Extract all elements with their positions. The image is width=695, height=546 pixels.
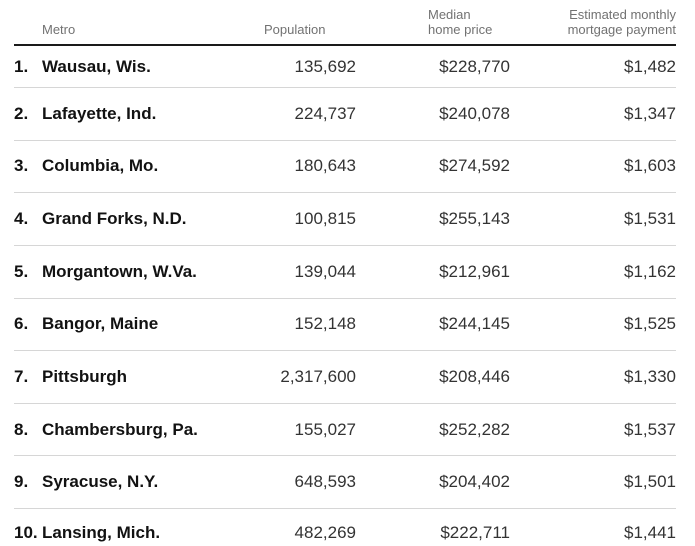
rank-cell: 2. xyxy=(14,103,29,123)
rank-cell: 7. xyxy=(14,367,29,387)
column-header-payment-line2: mortgage payment xyxy=(567,22,676,37)
median-price-cell: $212,961 xyxy=(439,261,510,281)
column-header-median-line1: Median xyxy=(428,7,471,22)
table-row: 5. Morgantown, W.Va. 139,044 $212,961 $1… xyxy=(14,246,676,299)
population-cell: 100,815 xyxy=(294,209,356,229)
median-price-cell: $228,770 xyxy=(439,56,510,76)
metro-cell: Wausau, Wis. xyxy=(42,56,151,76)
median-price-cell: $252,282 xyxy=(439,419,510,439)
population-cell: 152,148 xyxy=(294,314,356,334)
monthly-payment-cell: $1,330 xyxy=(624,367,676,387)
metro-cell: Lansing, Mich. xyxy=(42,523,161,543)
column-header-median-line2: home price xyxy=(428,22,493,37)
table-row: 10. Lansing, Mich. 482,269 $222,711 $1,4… xyxy=(14,509,676,546)
metro-table: Metro Population Median home price Estim… xyxy=(14,0,676,546)
rank-cell: 10. xyxy=(14,523,38,543)
rank-cell: 8. xyxy=(14,419,29,439)
metro-cell: Columbia, Mo. xyxy=(42,156,159,176)
metro-cell: Morgantown, W.Va. xyxy=(42,261,197,281)
median-price-cell: $240,078 xyxy=(439,103,510,123)
population-cell: 139,044 xyxy=(294,261,356,281)
column-header-mortgage-payment: Estimated monthly mortgage payment xyxy=(510,7,676,44)
metro-cell: Grand Forks, N.D. xyxy=(42,209,187,229)
table-row: 4. Grand Forks, N.D. 100,815 $255,143 $1… xyxy=(14,193,676,246)
monthly-payment-cell: $1,537 xyxy=(624,419,676,439)
rank-cell: 9. xyxy=(14,472,29,492)
population-cell: 482,269 xyxy=(294,523,356,543)
metro-cell: Pittsburgh xyxy=(42,367,127,387)
metro-cell: Lafayette, Ind. xyxy=(42,103,157,123)
median-price-cell: $208,446 xyxy=(439,367,510,387)
rank-cell: 4. xyxy=(14,209,29,229)
monthly-payment-cell: $1,482 xyxy=(624,56,676,76)
table-row: 6. Bangor, Maine 152,148 $244,145 $1,525 xyxy=(14,299,676,352)
median-price-cell: $274,592 xyxy=(439,156,510,176)
monthly-payment-cell: $1,162 xyxy=(624,261,676,281)
column-header-population: Population xyxy=(264,22,326,37)
median-price-cell: $255,143 xyxy=(439,209,510,229)
metro-cell: Syracuse, N.Y. xyxy=(42,472,159,492)
median-price-cell: $244,145 xyxy=(439,314,510,334)
rank-cell: 6. xyxy=(14,314,29,334)
monthly-payment-cell: $1,525 xyxy=(624,314,676,334)
rank-cell: 5. xyxy=(14,261,29,281)
population-cell: 224,737 xyxy=(294,103,356,123)
population-cell: 648,593 xyxy=(294,472,356,492)
monthly-payment-cell: $1,501 xyxy=(624,472,676,492)
population-cell: 180,643 xyxy=(294,156,356,176)
table-body: 1. Wausau, Wis. 135,692 $228,770 $1,482 … xyxy=(14,46,676,546)
population-cell: 135,692 xyxy=(294,56,356,76)
median-price-cell: $222,711 xyxy=(440,523,510,543)
monthly-payment-cell: $1,347 xyxy=(624,103,676,123)
table-row: 3. Columbia, Mo. 180,643 $274,592 $1,603 xyxy=(14,141,676,194)
population-cell: 155,027 xyxy=(294,419,356,439)
table-row: 9. Syracuse, N.Y. 648,593 $204,402 $1,50… xyxy=(14,456,676,510)
table-row: 1. Wausau, Wis. 135,692 $228,770 $1,482 xyxy=(14,46,676,88)
table-row: 7. Pittsburgh 2,317,600 $208,446 $1,330 xyxy=(14,351,676,404)
rank-cell: 1. xyxy=(14,56,29,76)
column-header-median-home-price: Median home price xyxy=(356,7,510,44)
population-cell: 2,317,600 xyxy=(280,367,356,387)
rank-cell: 3. xyxy=(14,156,29,176)
monthly-payment-cell: $1,603 xyxy=(624,156,676,176)
table-row: 2. Lafayette, Ind. 224,737 $240,078 $1,3… xyxy=(14,88,676,141)
column-header-metro: Metro xyxy=(42,22,76,37)
table-row: 8. Chambersburg, Pa. 155,027 $252,282 $1… xyxy=(14,404,676,457)
metro-cell: Bangor, Maine xyxy=(42,314,159,334)
monthly-payment-cell: $1,441 xyxy=(624,523,676,543)
metro-cell: Chambersburg, Pa. xyxy=(42,419,198,439)
column-header-payment-line1: Estimated monthly xyxy=(569,7,676,22)
table-header-row: Metro Population Median home price Estim… xyxy=(14,0,676,46)
monthly-payment-cell: $1,531 xyxy=(624,209,676,229)
median-price-cell: $204,402 xyxy=(439,472,510,492)
